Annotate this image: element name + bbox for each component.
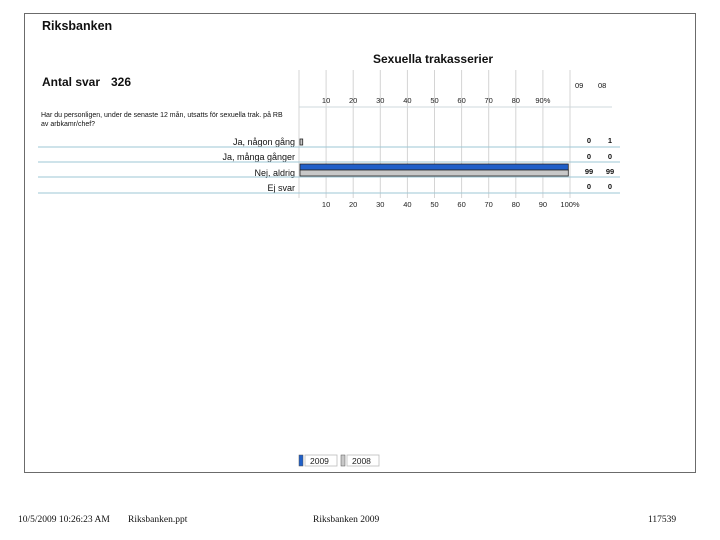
tick-label-bottom: 40 (403, 200, 411, 209)
category-label: Ja, någon gång (232, 137, 295, 147)
year-header: 09 (575, 81, 584, 90)
tick-label-bottom: 80 (512, 200, 520, 209)
chart-title: Sexuella trakasserier (373, 52, 494, 66)
value-2008: 99 (605, 167, 615, 176)
tick-label-bottom: 10 (322, 200, 330, 209)
tick-label-top: 30 (376, 96, 384, 105)
legend-label: 2009 (310, 456, 329, 466)
legend-box (304, 454, 338, 467)
year-header: 08 (598, 81, 607, 90)
bar-2008 (299, 169, 569, 177)
category-label: Ej svar (267, 183, 295, 193)
response-count-value: 326 (111, 75, 132, 89)
survey-question: Har du personligen, under de senaste 12 … (41, 112, 283, 128)
tick-label-bottom: 60 (457, 200, 465, 209)
bar-2008 (299, 138, 304, 146)
legend-swatch (340, 454, 346, 467)
tick-label-top: 40 (403, 96, 411, 105)
tick-label-top: 70 (485, 96, 493, 105)
tick-label-top: 60 (457, 96, 465, 105)
tick-label-top: 50 (430, 96, 438, 105)
tick-label-bottom: 90 (539, 200, 547, 209)
response-count-label: Antal svar (42, 75, 101, 89)
slide-frame: Riksbanken Sexuella trakasserier Antal s… (24, 13, 696, 473)
legend-swatch (298, 454, 304, 467)
tick-label-bottom: 20 (349, 200, 357, 209)
value-2009: 0 (586, 182, 592, 191)
bar-2009 (299, 163, 569, 171)
tick-label-top: 20 (349, 96, 357, 105)
footer-center-text: Riksbanken 2009 (313, 515, 380, 525)
category-label: Nej, aldrig (254, 168, 295, 178)
value-2008: 0 (607, 152, 613, 161)
value-2009: 0 (586, 152, 592, 161)
tick-label-bottom: 70 (485, 200, 493, 209)
organization-name: Riksbanken (42, 19, 113, 33)
footer-filename: Riksbanken.ppt (128, 515, 188, 525)
tick-label-bottom: 50 (430, 200, 438, 209)
category-label: Ja, många gånger (222, 152, 295, 162)
legend-box (346, 454, 380, 467)
value-2009: 0 (586, 136, 592, 145)
value-2008: 1 (607, 136, 613, 145)
value-2009: 99 (584, 167, 594, 176)
value-2008: 0 (607, 182, 613, 191)
tick-label-top: 10 (322, 96, 330, 105)
footer-number: 117539 (648, 515, 677, 525)
footer-timestamp: 10/5/2009 10:26:23 AM (18, 515, 110, 525)
tick-label-bottom: 100% (560, 200, 580, 209)
tick-label-top: 90% (535, 96, 550, 105)
legend-label: 2008 (352, 456, 371, 466)
tick-label-bottom: 30 (376, 200, 384, 209)
tick-label-top: 80 (512, 96, 520, 105)
